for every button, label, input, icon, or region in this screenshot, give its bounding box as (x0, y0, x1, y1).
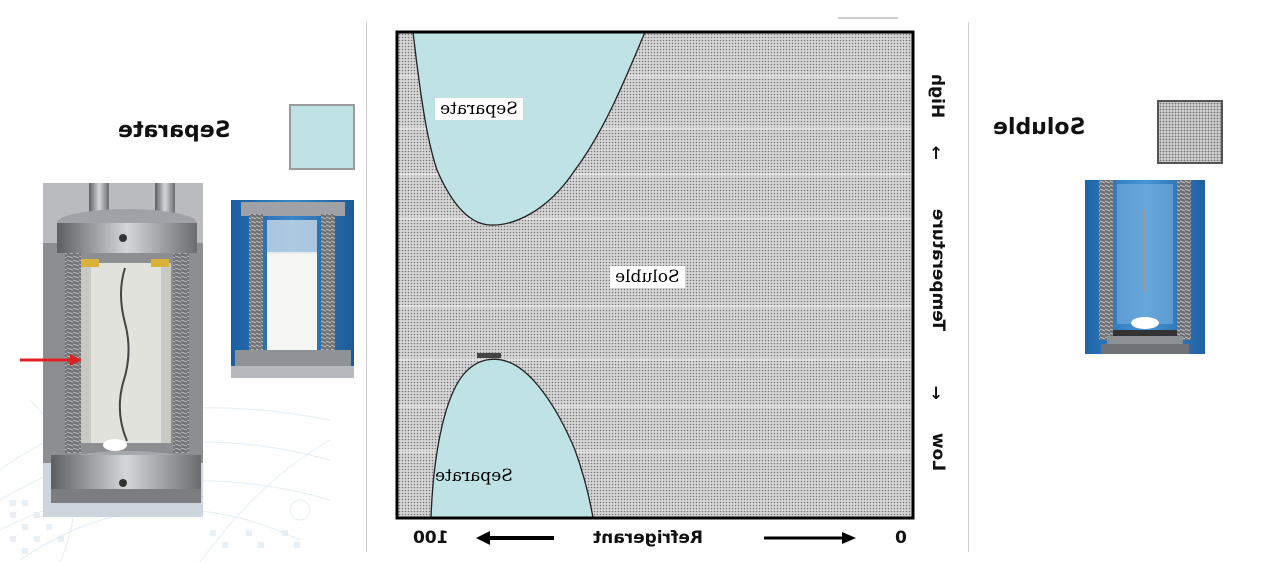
test-cell-photo-separated (43, 183, 203, 517)
soluble-legend-swatch (1157, 100, 1223, 164)
test-cell-photo-cloudy (231, 200, 354, 378)
y-axis-labels: High ↑ Temperature ↓ Low (925, 72, 949, 482)
x-axis-left-arrow-icon (476, 531, 554, 545)
diagram-frame (395, 30, 915, 520)
region-label-separate-top: Separate (435, 98, 523, 120)
separate-legend-label: Separate (118, 118, 231, 143)
right-divider (968, 22, 969, 552)
x-axis-right-arrow-icon (764, 532, 856, 544)
y-axis-bottom-end: Low (928, 432, 949, 472)
left-divider (366, 22, 367, 552)
phase-diagram: Separate Soluble Separate (395, 30, 915, 520)
separate-legend-swatch (289, 104, 355, 170)
x-axis-right-value: 0 (895, 528, 907, 548)
x-axis-title: Refrigerant (593, 528, 704, 548)
region-label-soluble: Soluble (610, 266, 685, 288)
red-arrow-icon (20, 354, 82, 366)
y-axis-down-arrow-icon: ↓ (929, 384, 944, 404)
y-axis-top-end: High (927, 73, 948, 119)
y-axis-up-arrow-icon: ↑ (929, 144, 944, 164)
test-cell-photo-clear (1085, 180, 1205, 354)
y-axis-title: Temperature (928, 208, 949, 332)
x-axis-left-value: 100 (413, 528, 449, 548)
region-label-separate-bottom: Separate (435, 466, 513, 486)
soluble-legend-label: Soluble (993, 115, 1086, 140)
separate-region-bottom (430, 358, 594, 519)
top-tab-line (838, 17, 898, 19)
separate-region-top (412, 31, 646, 226)
